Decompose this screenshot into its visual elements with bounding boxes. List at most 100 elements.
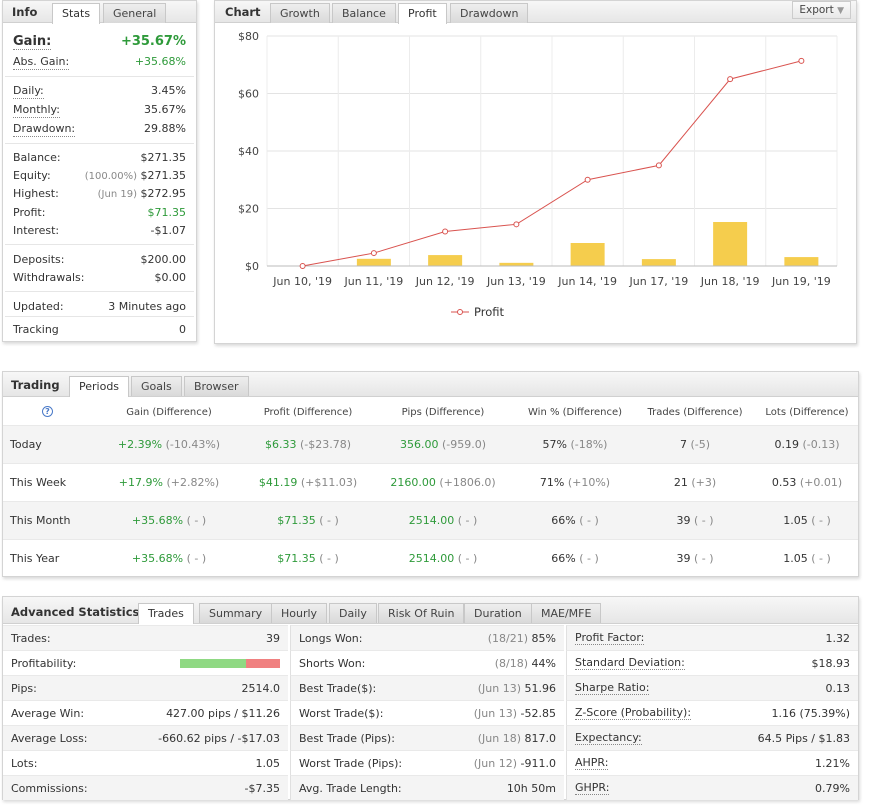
tab-stats[interactable]: Stats xyxy=(52,3,101,24)
profit-chart: $0 $20 $40 $60 $80 Jun 10, '19 Jun 11, '19 Jun … xyxy=(238,30,838,319)
tracking-value: 0 xyxy=(179,323,186,336)
tab-general[interactable]: General xyxy=(103,3,167,23)
monthly-row: Monthly: 35.67% xyxy=(13,103,186,118)
profit-label: Profit: xyxy=(13,206,46,219)
tab-periods[interactable]: Periods xyxy=(69,376,130,397)
x-tick-label: Jun 13, '19 xyxy=(486,275,546,288)
tab-duration[interactable]: Duration xyxy=(464,603,532,623)
stat-label[interactable]: Profit Factor: xyxy=(575,631,645,645)
profit-value: $41.19 xyxy=(258,476,298,489)
tab-browser[interactable]: Browser xyxy=(184,376,249,396)
stat-row: Lots: 1.05 xyxy=(3,750,288,775)
trading-header-row: ? Gain (Difference) Profit (Difference) … xyxy=(3,397,858,425)
gain-difference: (-10.43%) xyxy=(165,438,221,451)
bar xyxy=(428,255,463,266)
tab-trades[interactable]: Trades xyxy=(138,603,194,624)
profit-point xyxy=(513,221,520,228)
advanced-title: Advanced Statistics xyxy=(11,605,140,619)
win-difference: (-18%) xyxy=(570,438,608,451)
lots-value: 1.05 xyxy=(783,552,808,565)
monthly-label[interactable]: Monthly: xyxy=(13,103,60,118)
stat-value-group: 427.00 pips / $11.26 xyxy=(166,707,280,720)
col-trades-header: Trades (Difference) xyxy=(647,407,743,418)
tab-drawdown[interactable]: Drawdown xyxy=(450,3,529,23)
balance-label: Balance: xyxy=(13,151,61,164)
stat-row: Profitability: xyxy=(3,650,288,675)
win-value: 66% xyxy=(551,514,576,527)
stat-value: -660.62 pips / -$17.03 xyxy=(158,731,280,745)
export-button[interactable]: Export ▼ xyxy=(792,1,851,19)
tab-profit[interactable]: Profit xyxy=(398,3,447,24)
interest-row: Interest: -$1.07 xyxy=(13,224,186,238)
stat-label: Avg. Trade Length: xyxy=(299,781,402,795)
highest-row: Highest: (Jun 19) $272.95 xyxy=(13,187,186,202)
pips-cell: 2514.00 ( - ) xyxy=(383,514,503,527)
balance-row: Balance: $271.35 xyxy=(13,151,186,165)
stat-row: Sharpe Ratio: 0.13 xyxy=(566,675,858,700)
tab-balance[interactable]: Balance xyxy=(332,3,396,23)
pips-cell: 356.00 (-959.0) xyxy=(383,438,503,451)
stat-label: Best Trade (Pips): xyxy=(299,731,395,745)
stat-label[interactable]: AHPR: xyxy=(575,756,609,770)
period-label: This Month xyxy=(10,514,71,527)
gain-difference: ( - ) xyxy=(186,514,207,527)
stat-value: 0.13 xyxy=(825,681,851,695)
tab-growth[interactable]: Growth xyxy=(270,3,330,23)
stat-detail: (Jun 18) xyxy=(477,731,521,745)
stat-detail: (8/18) xyxy=(494,656,529,670)
pips-difference: ( - ) xyxy=(457,552,478,565)
gain-cell: +35.68% ( - ) xyxy=(109,514,229,527)
y-tick-label: $80 xyxy=(238,30,259,43)
stat-label[interactable]: GHPR: xyxy=(575,781,610,795)
updated-label: Updated: xyxy=(13,300,64,313)
stat-value-group xyxy=(180,657,280,670)
divider xyxy=(5,244,194,245)
trades-difference: (-5) xyxy=(690,438,711,451)
gain-cell: +35.68% ( - ) xyxy=(109,552,229,565)
stat-label[interactable]: Sharpe Ratio: xyxy=(575,681,650,695)
daily-label[interactable]: Daily: xyxy=(13,84,44,99)
stat-row: Average Loss: -660.62 pips / -$17.03 xyxy=(3,725,288,750)
stat-row: Avg. Trade Length: 10h 50m xyxy=(290,775,564,800)
stat-value: 85% xyxy=(531,631,556,645)
stat-label[interactable]: Standard Deviation: xyxy=(575,656,685,670)
tab-risk-of-ruin[interactable]: Risk Of Ruin xyxy=(378,603,465,623)
stat-detail: (Jun 12) xyxy=(473,756,518,770)
drawdown-label[interactable]: Drawdown: xyxy=(13,122,76,137)
stat-label[interactable]: Z-Score (Probability): xyxy=(575,706,692,720)
stat-row: Expectancy: 64.5 Pips / $1.83 xyxy=(566,725,858,750)
info-tabbar: Info Stats General xyxy=(3,1,196,24)
stat-label[interactable]: Expectancy: xyxy=(575,731,642,745)
abs-gain-label[interactable]: Abs. Gain: xyxy=(13,55,70,70)
pips-difference: ( - ) xyxy=(457,514,478,527)
tab-hourly[interactable]: Hourly xyxy=(271,603,328,623)
win-value: 57% xyxy=(542,438,567,451)
tab-goals[interactable]: Goals xyxy=(131,376,182,396)
divider xyxy=(5,316,194,317)
tab-mae-mfe[interactable]: MAE/MFE xyxy=(531,603,602,623)
updated-row: Updated: 3 Minutes ago xyxy=(13,300,186,314)
help-icon[interactable]: ? xyxy=(42,406,53,417)
divider xyxy=(5,143,194,144)
tab-summary[interactable]: Summary xyxy=(199,603,273,623)
pips-value: 2514.00 xyxy=(408,552,455,565)
daily-value: 3.45% xyxy=(151,84,186,97)
stat-value-group: (Jun 18) 817.0 xyxy=(478,732,556,745)
gain-value: +35.68% xyxy=(131,514,184,527)
x-tick-label: Jun 14, '19 xyxy=(557,275,617,288)
stat-value-group: 1.32 xyxy=(826,632,851,645)
stat-row: Best Trade (Pips): (Jun 18) 817.0 xyxy=(290,725,564,750)
gain-label[interactable]: Gain: xyxy=(13,34,52,50)
trades-value: 39 xyxy=(676,514,691,527)
profit-line xyxy=(302,60,802,267)
lots-value: 0.19 xyxy=(774,438,799,451)
profit-value: $71.35 xyxy=(277,514,316,527)
lots-cell: 0.19 (-0.13) xyxy=(747,438,867,451)
export-label: Export xyxy=(799,4,834,16)
tab-daily[interactable]: Daily xyxy=(329,603,377,623)
chart-tabbar: Chart Growth Balance Profit Drawdown Exp… xyxy=(215,1,856,24)
bar xyxy=(499,262,534,266)
stat-value: 51.96 xyxy=(524,681,557,695)
stat-row: Worst Trade (Pips): (Jun 12) -911.0 xyxy=(290,750,564,775)
stat-value: -911.0 xyxy=(520,756,556,770)
